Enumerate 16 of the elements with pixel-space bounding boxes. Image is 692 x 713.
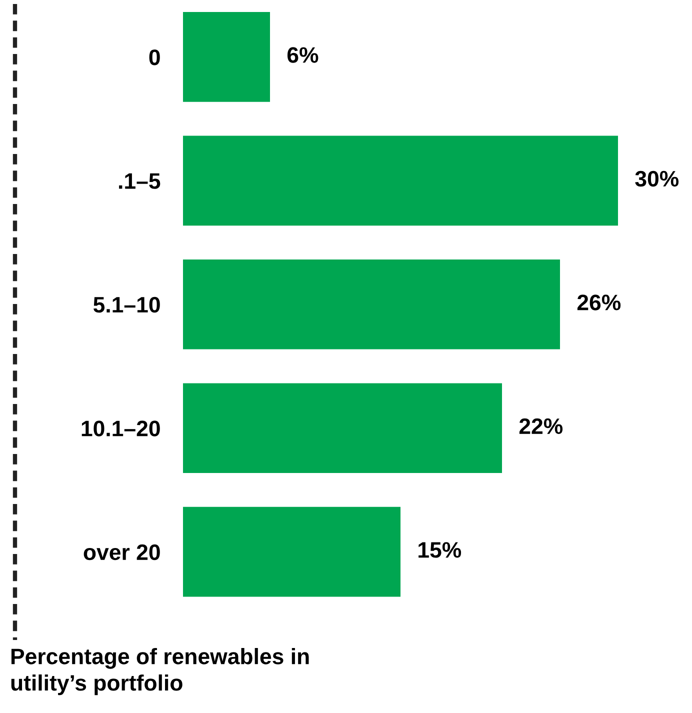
y-tick-label: 0 [149,49,160,66]
y-tick-label: over 20 [84,544,160,560]
bar [183,136,618,226]
bar [183,259,560,350]
bar [183,383,502,474]
data-label: 6% [287,47,318,63]
bar [183,12,270,102]
data-label: 30% [635,170,679,187]
y-axis-title: Percentage of renewables in utility’s portfolio [11,648,309,696]
data-label: 22% [519,418,563,434]
bar [183,506,400,597]
y-tick-label: 5.1–10 [94,296,160,313]
y-tick-label: .1–5 [119,173,160,189]
y-tick-label: 10.1–20 [82,420,160,436]
data-label: 15% [418,542,462,558]
data-label: 26% [577,294,621,310]
